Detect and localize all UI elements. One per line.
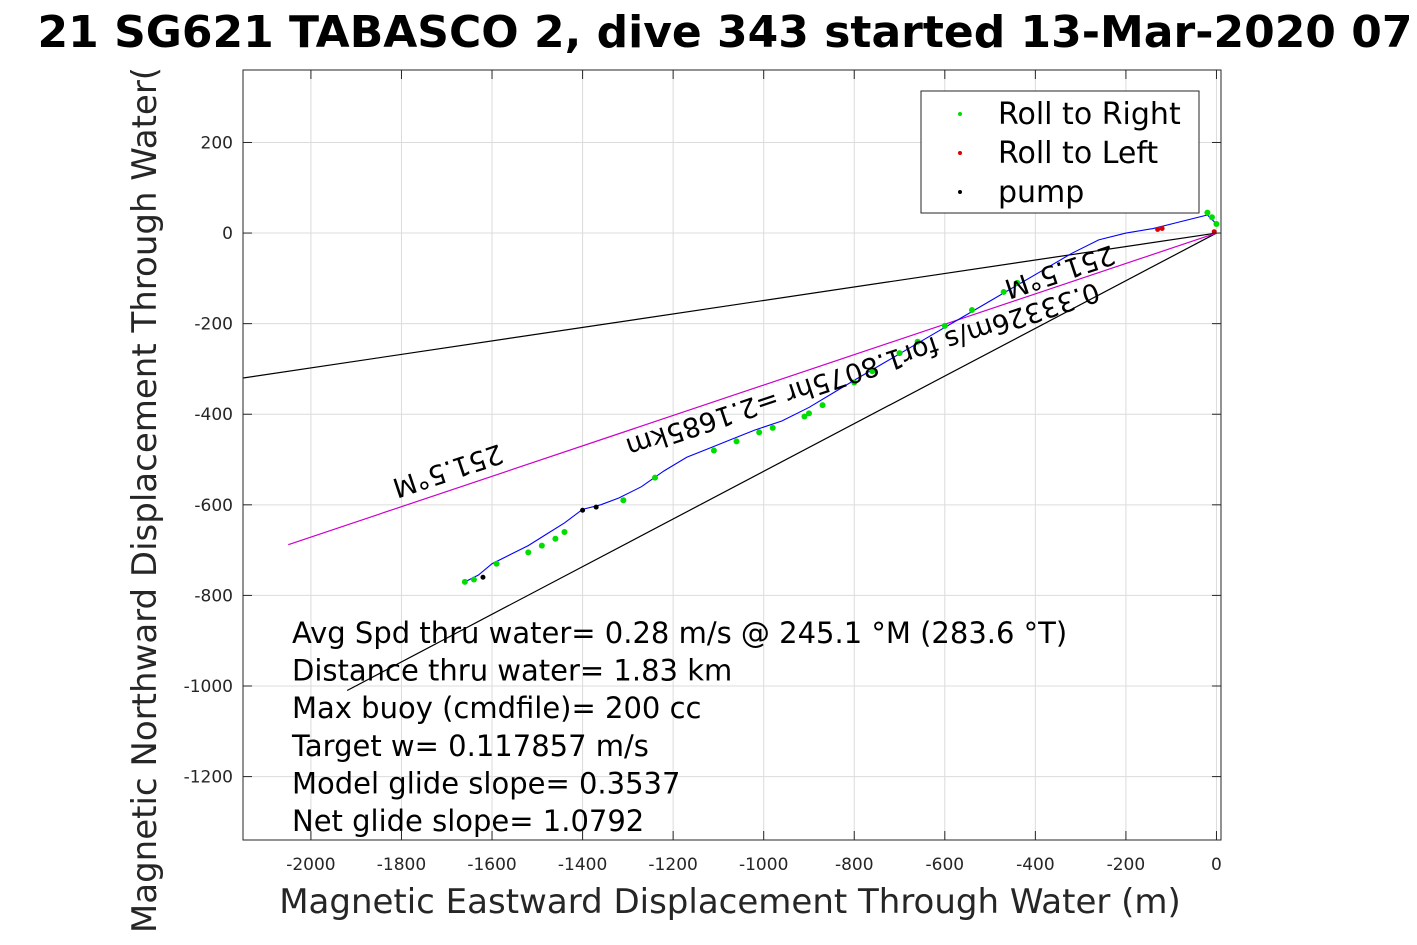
x-tick-label: -400 — [1016, 855, 1055, 875]
roll-right-point — [1208, 214, 1215, 221]
stats-block: Avg Spd thru water= 0.28 m/s @ 245.1 °M … — [291, 616, 1067, 838]
y-tick-label: 0 — [222, 224, 233, 244]
roll-right-point — [769, 424, 776, 431]
y-tick-label: -1200 — [184, 768, 233, 788]
legend: Roll to Right Roll to Left pump — [920, 90, 1200, 214]
roll-right-point — [525, 549, 532, 556]
heading-line — [346, 232, 1217, 692]
stat-line: Model glide slope= 0.3537 — [292, 766, 680, 800]
stat-line: Target w= 0.117857 m/s — [291, 729, 649, 763]
y-tick-label: -200 — [194, 315, 233, 335]
pump-point — [480, 574, 486, 580]
roll-right-point — [896, 350, 903, 357]
heading-line — [288, 232, 1217, 546]
x-tick-label: -2000 — [286, 855, 335, 875]
marker-layer — [461, 209, 1220, 585]
roll-right-point — [493, 560, 500, 567]
y-axis-label: Magnetic Northward Displacement Through … — [125, 67, 165, 933]
legend-label: Roll to Left — [998, 136, 1158, 171]
roll-right-point — [1213, 221, 1220, 227]
x-tick-label: -200 — [1107, 855, 1146, 875]
legend-box — [920, 90, 1200, 214]
stat-line: Net glide slope= 1.0792 — [292, 804, 644, 838]
y-tick-label: -600 — [194, 496, 233, 516]
x-tick-label: -1600 — [467, 855, 516, 875]
y-tick-label: -400 — [194, 405, 233, 425]
roll-right-point — [819, 402, 826, 409]
roll-right-point — [968, 307, 975, 314]
pump-point — [593, 504, 599, 510]
x-tick-label: -1800 — [377, 855, 426, 875]
roll-left-point — [1159, 226, 1165, 232]
roll-right-point — [561, 529, 568, 535]
x-axis-label: Magnetic Eastward Displacement Through W… — [279, 882, 1181, 922]
roll-right-point — [538, 542, 545, 549]
roll-right-point — [1000, 288, 1007, 295]
roll-right-point — [461, 578, 468, 585]
y-axis-ticks: 200 0 -200 -400 -600 -800 -1000 -1200 — [184, 133, 1221, 788]
legend-marker — [958, 151, 962, 155]
roll-right-point — [851, 379, 858, 386]
roll-right-point — [470, 576, 477, 583]
legend-marker — [958, 190, 962, 194]
x-tick-label: 0 — [1211, 855, 1222, 875]
roll-right-point — [1204, 209, 1211, 216]
x-tick-label: -1400 — [558, 855, 607, 875]
legend-label: pump — [998, 175, 1084, 210]
roll-right-point — [914, 338, 921, 345]
heading-line — [243, 232, 1217, 379]
roll-right-point — [805, 410, 812, 417]
roll-right-point — [652, 474, 659, 481]
stat-line: Max buoy (cmdfile)= 200 cc — [292, 691, 701, 725]
x-tick-label: -800 — [835, 855, 874, 875]
pump-point — [580, 507, 586, 513]
y-tick-label: -800 — [194, 586, 233, 606]
chart-title: 21 SG621 TABASCO 2, dive 343 started 13-… — [38, 7, 1413, 58]
y-tick-label: -1000 — [184, 677, 233, 697]
axes-box — [242, 69, 1222, 841]
roll-right-point — [756, 429, 763, 436]
roll-right-point — [552, 535, 559, 542]
track-line — [464, 214, 1217, 583]
x-tick-label: -1000 — [739, 855, 788, 875]
stat-line: Distance thru water= 1.83 km — [292, 654, 732, 688]
roll-right-point — [941, 322, 948, 329]
x-tick-label: -1200 — [648, 855, 697, 875]
roll-right-point — [620, 497, 627, 504]
x-tick-label: -600 — [926, 855, 965, 875]
heading-lines — [243, 232, 1217, 692]
roll-left-point — [1155, 226, 1161, 232]
legend-label: Roll to Right — [998, 97, 1181, 132]
roll-right-point — [733, 438, 740, 445]
legend-marker — [958, 112, 962, 116]
roll-right-point — [801, 413, 808, 420]
roll-right-point — [1014, 279, 1021, 286]
stat-line: Avg Spd thru water= 0.28 m/s @ 245.1 °M … — [292, 616, 1067, 650]
track-layer — [464, 214, 1217, 583]
roll-right-point — [710, 447, 717, 454]
roll-right-point — [869, 368, 876, 375]
x-axis-ticks: -2000 -1800 -1600 -1400 -1200 -1000 -800 -600 -4… — [286, 70, 1222, 875]
y-tick-label: 200 — [201, 133, 233, 153]
